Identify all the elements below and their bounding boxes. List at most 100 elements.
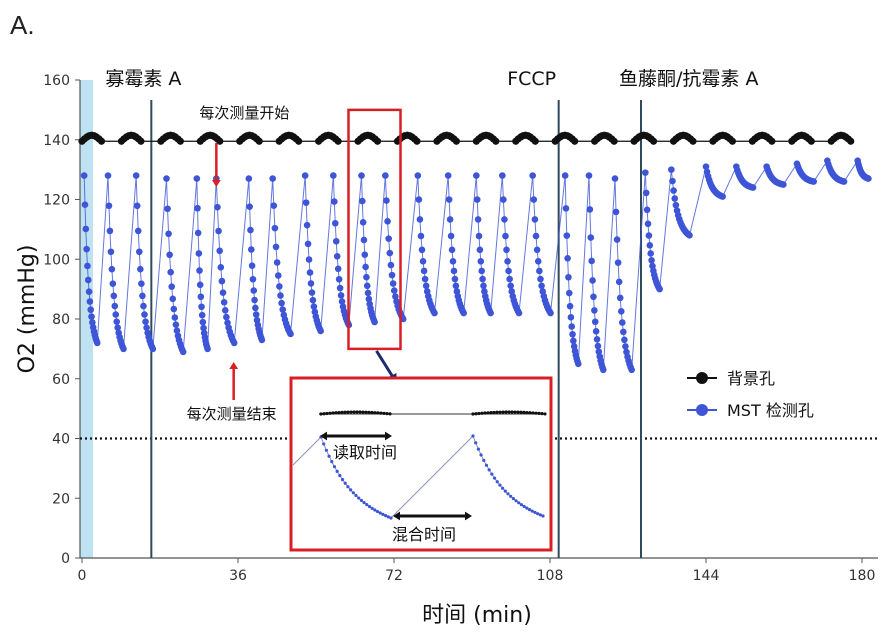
inset-mst-point <box>354 493 358 498</box>
inset-background-point <box>331 411 335 415</box>
inset-mst-point <box>375 509 380 514</box>
inset-background-point <box>525 410 529 415</box>
zoom-connector <box>375 350 395 379</box>
mst-point <box>274 272 282 279</box>
mst-point <box>218 277 226 285</box>
mst-point <box>419 258 427 265</box>
background-point <box>97 137 106 145</box>
mst-point <box>304 240 312 248</box>
background-point <box>649 137 658 145</box>
mst-point <box>529 172 536 179</box>
inset-background-point <box>483 411 487 415</box>
mst-point <box>172 321 180 328</box>
inset-mst-point <box>386 515 390 519</box>
background-point <box>571 137 579 145</box>
inset-background-point <box>495 410 499 414</box>
inset-mst-point <box>482 458 486 462</box>
mst-point <box>164 205 171 213</box>
mst-point <box>702 163 710 170</box>
inset-background-point <box>543 412 547 416</box>
inset-mst-point <box>327 454 331 458</box>
mst-point <box>589 277 596 284</box>
mst-point <box>359 197 366 205</box>
y-tick-label: 20 <box>52 491 70 507</box>
inset-mst-point <box>538 513 542 517</box>
background-point <box>255 137 263 145</box>
mst-point <box>617 307 625 315</box>
inset-background-point <box>349 410 353 414</box>
y-axis-label: O2 (mmHg) <box>15 245 40 374</box>
inset-mst-point <box>503 489 507 493</box>
mst-point <box>387 261 395 269</box>
mst-point <box>417 232 425 240</box>
inset-background-point <box>358 410 362 414</box>
mst-point <box>567 313 575 321</box>
mst-point <box>534 258 542 265</box>
background-point <box>492 137 500 145</box>
legend-label: 背景孔 <box>727 369 775 388</box>
mst-point <box>449 258 457 265</box>
mst-point <box>86 298 94 305</box>
mst-point <box>585 172 593 179</box>
mst-point <box>332 237 340 245</box>
mst-point <box>135 248 143 256</box>
mst-point <box>719 193 726 200</box>
inset-background-point <box>504 410 508 414</box>
background-point <box>334 137 342 145</box>
inset-background-point <box>501 410 505 414</box>
background-point <box>413 137 421 145</box>
mst-point <box>504 258 511 265</box>
mst-point <box>331 198 338 205</box>
mst-point <box>252 311 260 318</box>
mst-point <box>171 314 179 321</box>
mst-point <box>114 324 121 331</box>
mst-point <box>111 302 119 310</box>
arrowhead <box>393 511 400 521</box>
background-point <box>137 137 145 145</box>
annotation-start: 每次测量开始 <box>199 104 289 122</box>
mst-point <box>84 262 91 270</box>
mst-point <box>307 280 315 287</box>
legend: 背景孔 MST 检测孔 <box>687 369 814 420</box>
mst-point <box>421 275 429 283</box>
mst-point <box>361 251 369 258</box>
mst-point <box>384 218 391 225</box>
inset-background-point <box>352 410 356 414</box>
inset-mst-point <box>487 468 491 472</box>
mst-point <box>386 249 394 257</box>
inset-mst-point <box>509 494 513 498</box>
inset-background-point <box>528 411 532 415</box>
mst-point <box>591 307 598 314</box>
inset-mst-point <box>514 499 518 503</box>
mst-point <box>669 177 676 185</box>
mst-point <box>570 337 577 345</box>
mst-point <box>473 172 480 179</box>
inset-mst-point <box>340 477 345 482</box>
x-tick-label: 36 <box>229 568 247 584</box>
inset-mst-point <box>517 501 521 505</box>
mst-point <box>568 323 576 330</box>
panel-label: A. <box>10 10 35 40</box>
inset-background-point <box>471 412 475 416</box>
inset-background-point <box>477 411 481 416</box>
inset-background-point <box>355 410 359 414</box>
mst-point <box>85 288 93 296</box>
mst-point <box>538 282 545 290</box>
inset-mst-point <box>522 504 526 509</box>
injection-label: 寡霉素 A <box>105 68 181 90</box>
mst-point <box>336 284 344 292</box>
inset-mst-point <box>367 504 372 509</box>
mst-point <box>137 265 144 273</box>
mst-point <box>310 303 318 310</box>
mst-point <box>643 206 651 214</box>
inset-background-point <box>361 410 365 414</box>
background-point <box>610 137 618 145</box>
mst-point <box>564 255 571 262</box>
mst-point <box>279 306 287 313</box>
mst-point <box>230 339 238 347</box>
mst-point <box>107 248 115 256</box>
inset-background-point <box>522 410 526 414</box>
mst-point <box>671 195 679 202</box>
inset-mst-point <box>541 514 545 518</box>
mst-point <box>303 221 311 229</box>
